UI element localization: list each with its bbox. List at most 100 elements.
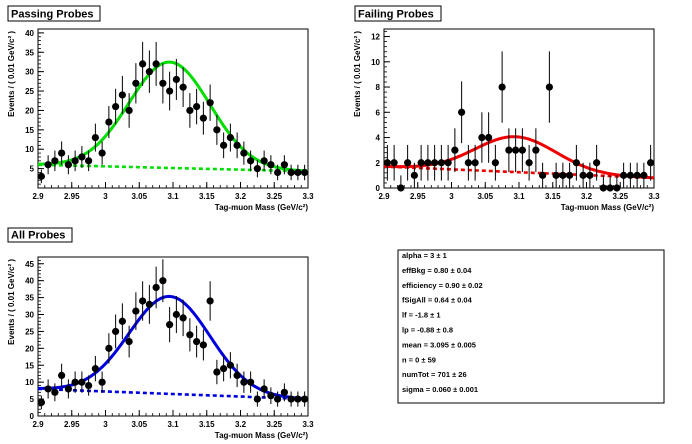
data-point <box>213 126 221 134</box>
data-point <box>71 378 79 386</box>
data-point <box>301 395 309 403</box>
x-tick-label: 3 <box>449 192 454 201</box>
data-point <box>179 83 187 91</box>
data-point <box>383 159 391 167</box>
y-tick-label: 0 <box>376 184 381 193</box>
data-point <box>179 314 187 322</box>
y-tick-label: 8 <box>376 83 381 92</box>
data-point <box>51 388 59 396</box>
data-point <box>280 388 288 396</box>
data-point <box>579 171 587 179</box>
x-tick-label: 2.9 <box>32 192 44 201</box>
data-point <box>253 395 261 403</box>
x-tick-label: 3.05 <box>131 192 147 201</box>
data-point <box>91 365 99 373</box>
x-tick-label: 3.15 <box>199 420 215 429</box>
data-point <box>552 171 560 179</box>
x-tick-label: 2.9 <box>32 420 44 429</box>
data-point <box>559 171 567 179</box>
x-tick-label: 3.1 <box>167 420 179 429</box>
data-point <box>233 141 241 149</box>
x-tick-label: 3.3 <box>302 420 314 429</box>
data-point <box>397 184 405 192</box>
data-point <box>78 153 86 161</box>
data-point <box>58 371 66 380</box>
data-point <box>267 392 275 400</box>
total-fit-curve <box>38 294 309 401</box>
data-point <box>437 159 445 167</box>
data-point <box>280 161 288 169</box>
data-point <box>226 133 234 142</box>
data-point <box>118 91 126 99</box>
data-point <box>260 157 268 165</box>
data-point <box>451 146 459 154</box>
data-point <box>471 159 479 167</box>
data-point <box>51 157 59 165</box>
data-point <box>132 307 140 315</box>
data-point <box>199 341 207 349</box>
y-tick-label: 6 <box>376 108 381 117</box>
data-point <box>98 378 106 386</box>
data-point <box>166 87 174 95</box>
data-point <box>464 159 472 167</box>
data-point <box>44 385 52 393</box>
x-tick-label: 2.95 <box>410 192 426 201</box>
data-point <box>260 385 268 393</box>
stats-box-frame <box>397 249 665 404</box>
plot-title: All Probes <box>11 230 65 242</box>
data-point <box>525 159 533 167</box>
x-tick-label: 3.25 <box>266 192 282 201</box>
data-point <box>532 146 540 154</box>
x-tick-label: 3.3 <box>648 192 660 201</box>
data-point <box>512 146 520 154</box>
data-point <box>64 385 72 393</box>
y-tick-label: 20 <box>25 106 34 115</box>
fit-result-line: effBkg = 0.80 ± 0.04 <box>402 266 472 275</box>
background-fit-curve <box>37 163 308 173</box>
data-point <box>606 184 614 192</box>
data-point <box>37 398 45 407</box>
data-point <box>206 297 214 305</box>
x-tick-label: 3 <box>103 420 108 429</box>
x-tick-label: 3.2 <box>235 420 247 429</box>
data-point <box>417 159 425 167</box>
data-point <box>125 106 133 115</box>
data-point <box>186 106 194 115</box>
data-point <box>633 171 641 179</box>
data-point <box>213 368 221 376</box>
y-tick-label: 40 <box>25 277 34 286</box>
x-tick-label: 3 <box>103 192 108 201</box>
y-axis-label: Events / ( 0.01 GeV/c² ) <box>353 31 362 117</box>
failing-probes-plot: Failing Probes 2.9 2.95 3 3.05 3.1 3.15 3.2 3.25… <box>353 5 660 212</box>
data-point <box>220 141 228 149</box>
y-tick-label: 30 <box>25 311 34 320</box>
data-point <box>253 165 261 173</box>
data-point <box>240 149 248 157</box>
y-tick-label: 10 <box>25 378 34 387</box>
data-point <box>620 171 628 179</box>
y-tick-label: 15 <box>25 126 34 135</box>
x-tick-label: 3.15 <box>199 192 215 201</box>
plot-title-box <box>7 5 101 22</box>
data-point <box>220 365 228 373</box>
data-point <box>294 395 302 403</box>
data-point <box>206 99 214 107</box>
data-point <box>505 146 513 154</box>
data-point <box>390 159 398 167</box>
data-point <box>199 114 207 122</box>
x-tick-label: 3.2 <box>581 192 593 201</box>
y-tick-label: 40 <box>25 29 34 38</box>
data-point <box>37 172 45 180</box>
data-point <box>444 159 452 167</box>
y-tick-label: 45 <box>25 260 34 269</box>
plot-title-box <box>7 227 73 243</box>
data-point <box>85 381 93 390</box>
data-point <box>112 327 120 336</box>
data-point <box>294 168 302 177</box>
x-tick-label: 3.25 <box>612 192 628 201</box>
x-axis-label: Tag-muon Mass (GeV/c²) <box>215 431 309 440</box>
data-point <box>78 378 86 386</box>
data-point <box>166 321 174 329</box>
y-tick-label: 5 <box>30 165 35 174</box>
data-point <box>545 83 553 91</box>
